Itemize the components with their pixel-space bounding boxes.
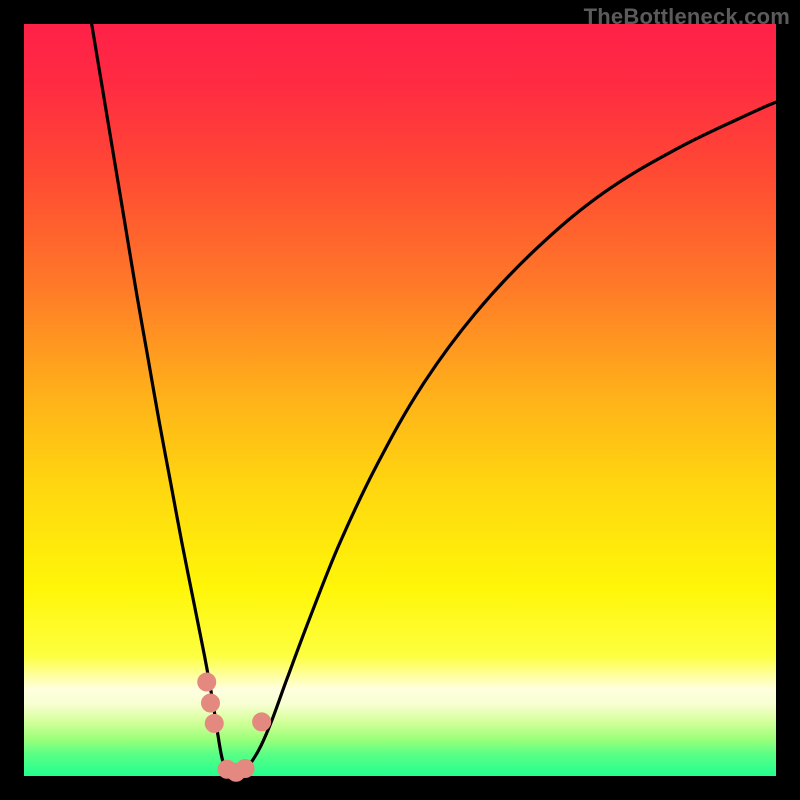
data-marker (198, 673, 216, 691)
plot-background (24, 24, 776, 776)
data-marker (253, 713, 271, 731)
watermark-label: TheBottleneck.com (584, 4, 790, 30)
marker-cluster-right (253, 713, 271, 731)
data-marker (236, 759, 254, 777)
data-marker (205, 714, 223, 732)
bottleneck-plot-svg (0, 0, 800, 800)
data-marker (201, 694, 219, 712)
chart-frame: TheBottleneck.com (0, 0, 800, 800)
